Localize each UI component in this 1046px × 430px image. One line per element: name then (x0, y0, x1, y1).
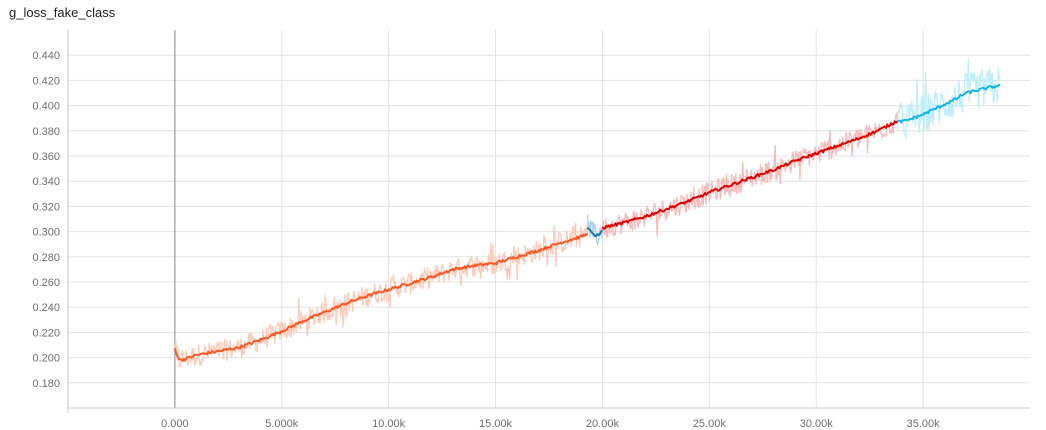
data-point[interactable] (985, 85, 990, 90)
y-tick-label: 0.300 (32, 227, 60, 239)
data-point[interactable] (942, 102, 947, 107)
grid (67, 30, 1030, 413)
x-tick-label: 20.00k (586, 418, 620, 430)
data-point[interactable] (728, 182, 733, 187)
data-point[interactable] (177, 358, 182, 363)
data-point[interactable] (579, 234, 584, 239)
data-point[interactable] (585, 232, 590, 237)
data-point[interactable] (365, 293, 370, 298)
data-point[interactable] (258, 337, 263, 342)
raw-series-line-1 (174, 222, 589, 369)
data-point[interactable] (183, 356, 188, 361)
data-point[interactable] (472, 263, 477, 268)
y-tick-label: 0.200 (32, 353, 60, 365)
y-tick-label: 0.440 (32, 50, 60, 62)
y-tick-label: 0.180 (32, 378, 60, 390)
tick-labels: 0.180 0.200 0.220 0.240 0.260 0.280 0.300 0.320… (32, 50, 940, 430)
data-point[interactable] (707, 190, 712, 195)
data-point[interactable] (998, 83, 1003, 88)
data-point[interactable] (771, 167, 776, 172)
chart-title: g_loss_fake_class (9, 5, 116, 20)
data-point[interactable] (493, 261, 498, 266)
series-line-2[interactable] (586, 226, 604, 238)
data-point[interactable] (322, 310, 327, 315)
y-tick-label: 0.380 (32, 126, 60, 138)
y-tick-label: 0.360 (32, 151, 60, 163)
data-point[interactable] (343, 301, 348, 306)
data-point[interactable] (835, 143, 840, 148)
x-tick-label: 5.000k (265, 418, 299, 430)
y-tick-label: 0.400 (32, 101, 60, 113)
series-line-1[interactable] (173, 232, 589, 362)
data-point[interactable] (921, 112, 926, 117)
y-tick-label: 0.420 (32, 75, 60, 87)
data-point[interactable] (194, 353, 199, 358)
data-point[interactable] (301, 319, 306, 324)
smoothed-series-layer (172, 83, 1003, 363)
raw-series-line-4 (896, 58, 1001, 140)
data-point[interactable] (664, 206, 669, 211)
series-line-4[interactable] (896, 83, 1001, 124)
data-point[interactable] (621, 220, 626, 225)
y-tick-label: 0.260 (32, 277, 60, 289)
x-tick-label: 35.00k (907, 418, 941, 430)
data-point[interactable] (585, 225, 590, 230)
raw-series-line-2 (586, 214, 604, 246)
data-point[interactable] (450, 267, 455, 272)
data-point[interactable] (594, 234, 599, 239)
x-tick-label: 30.00k (800, 418, 834, 430)
data-point[interactable] (792, 159, 797, 164)
data-point[interactable] (904, 118, 909, 123)
y-tick-label: 0.320 (32, 201, 60, 213)
data-point[interactable] (953, 97, 958, 102)
data-point[interactable] (589, 229, 594, 234)
data-point[interactable] (536, 248, 541, 253)
data-point[interactable] (557, 240, 562, 245)
data-point[interactable] (814, 151, 819, 156)
data-point[interactable] (237, 345, 242, 350)
data-point[interactable] (279, 329, 284, 334)
data-point[interactable] (215, 349, 220, 354)
data-point[interactable] (600, 225, 605, 230)
data-point[interactable] (931, 107, 936, 112)
data-point[interactable] (429, 274, 434, 279)
data-point[interactable] (172, 346, 177, 351)
y-tick-label: 0.280 (32, 252, 60, 264)
raw-series-layer (174, 58, 1001, 369)
x-tick-label: 25.00k (693, 418, 727, 430)
data-point[interactable] (685, 199, 690, 204)
data-point[interactable] (856, 136, 861, 141)
data-point[interactable] (750, 175, 755, 180)
x-tick-label: 15.00k (479, 418, 513, 430)
y-tick-label: 0.220 (32, 327, 60, 339)
data-point[interactable] (974, 88, 979, 93)
series-line-3[interactable] (601, 120, 899, 230)
x-tick-label: 0.000 (161, 418, 189, 430)
data-point[interactable] (895, 119, 900, 124)
data-point[interactable] (643, 214, 648, 219)
data-point[interactable] (408, 281, 413, 286)
data-point[interactable] (878, 127, 883, 132)
data-point[interactable] (514, 254, 519, 259)
y-tick-label: 0.240 (32, 302, 60, 314)
x-tick-label: 10.00k (372, 418, 406, 430)
data-point[interactable] (386, 287, 391, 292)
data-point[interactable] (963, 91, 968, 96)
y-tick-label: 0.340 (32, 176, 60, 188)
